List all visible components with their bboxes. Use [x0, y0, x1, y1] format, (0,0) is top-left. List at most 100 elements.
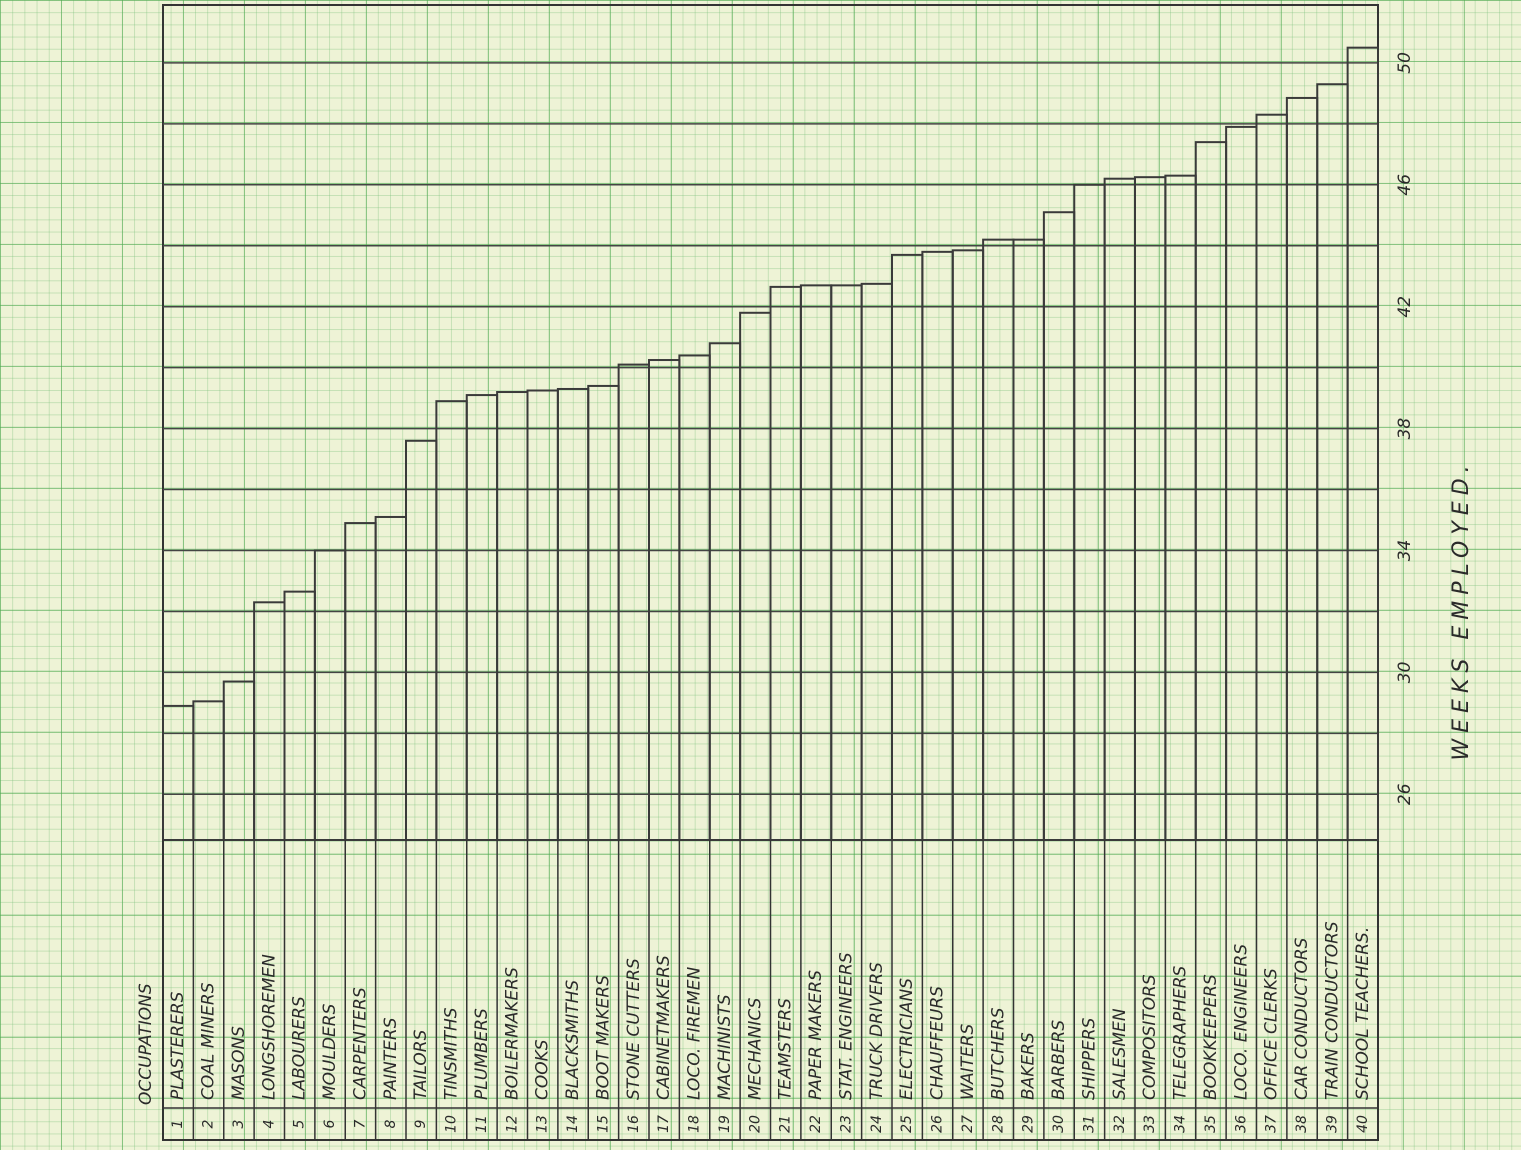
category-number: 16 [626, 1115, 642, 1133]
bar [649, 360, 679, 840]
bar [436, 401, 466, 840]
bar [892, 255, 922, 840]
category-number: 21 [778, 1115, 794, 1133]
category-number: 35 [1203, 1115, 1219, 1133]
category-label: OFFICE CLERKS [1262, 968, 1282, 1100]
bar [376, 517, 406, 840]
bar [406, 441, 436, 840]
bar [558, 389, 588, 840]
bar [497, 392, 527, 840]
category-label: BUTCHERS [988, 1007, 1008, 1100]
category-number: 25 [899, 1115, 915, 1133]
category-label: MACHINISTS [715, 994, 735, 1100]
category-number: 1 [170, 1120, 186, 1129]
category-number: 28 [990, 1115, 1006, 1133]
category-label: LOCO. ENGINEERS [1231, 944, 1251, 1100]
y-tick-label: 26 [1395, 783, 1415, 805]
bar [1165, 176, 1195, 840]
category-number: 8 [383, 1119, 399, 1128]
category-number: 11 [474, 1115, 490, 1133]
bar [345, 523, 375, 840]
category-label: TRUCK DRIVERS [867, 962, 887, 1100]
y-tick-label: 46 [1395, 174, 1415, 196]
category-label: BLACKSMITHS [563, 980, 583, 1100]
category-label: PLASTERERS [168, 991, 188, 1100]
bar [1287, 98, 1317, 840]
category-label: LONGSHOREMEN [259, 954, 279, 1100]
category-number: 37 [1264, 1115, 1280, 1133]
bar [771, 287, 801, 840]
category-label: TAILORS [411, 1029, 431, 1100]
category-number: 17 [656, 1115, 672, 1133]
bar [224, 682, 254, 840]
category-label: STAT. ENGINEERS [836, 952, 856, 1100]
bar [740, 313, 770, 840]
category-label: BOILERMAKERS [502, 967, 522, 1100]
category-number: 34 [1173, 1115, 1189, 1133]
category-label: LABOURERS [290, 996, 310, 1100]
category-label: SCHOOL TEACHERS. [1353, 927, 1373, 1100]
category-number: 29 [1021, 1115, 1037, 1133]
category-label: CABINETMAKERS [654, 955, 674, 1100]
category-number: 6 [322, 1119, 338, 1128]
bar [1257, 115, 1287, 840]
category-label: ELECTRICIANS [897, 978, 917, 1100]
category-number: 3 [231, 1120, 247, 1129]
category-number: 32 [1112, 1115, 1128, 1133]
category-number: 14 [565, 1115, 581, 1133]
category-label: TELEGRAPHERS [1171, 965, 1191, 1100]
category-header: OCCUPATIONS [136, 983, 156, 1105]
bar [831, 285, 861, 840]
category-number: 27 [960, 1115, 976, 1133]
bar [983, 240, 1013, 840]
category-number: 39 [1324, 1115, 1340, 1133]
category-label: CARPENTERS [350, 987, 370, 1100]
category-number: 9 [413, 1119, 429, 1128]
y-axis-title: WEEKS EMPLOYED. [1449, 459, 1474, 760]
bar [163, 706, 193, 840]
category-label: BOOT MAKERS [593, 975, 613, 1100]
category-number: 23 [838, 1115, 854, 1133]
bar [315, 550, 345, 840]
category-number: 19 [717, 1115, 733, 1133]
category-number: 30 [1051, 1115, 1067, 1133]
bar [1317, 84, 1347, 840]
category-number: 5 [292, 1119, 308, 1128]
category-number: 13 [535, 1115, 551, 1133]
category-number: 15 [595, 1115, 611, 1133]
bar [1348, 48, 1378, 840]
category-number: 12 [504, 1115, 520, 1133]
bar [801, 285, 831, 840]
category-number: 31 [1081, 1115, 1097, 1133]
category-label: PAINTERS [381, 1017, 401, 1100]
category-label: PLUMBERS [472, 1008, 492, 1100]
category-label: PAPER MAKERS [806, 970, 826, 1100]
y-tick-label: 50 [1395, 52, 1415, 74]
category-label: BARBERS [1049, 1020, 1069, 1100]
y-tick-label: 38 [1395, 418, 1415, 440]
category-label: MECHANICS [745, 997, 765, 1100]
bar [1014, 240, 1044, 840]
category-label: COMPOSITORS [1140, 974, 1160, 1100]
bar [1135, 177, 1165, 840]
category-label: STONE CUTTERS [624, 958, 644, 1100]
category-label: COOKS [533, 1039, 553, 1100]
category-number: 4 [261, 1120, 277, 1129]
category-number: 26 [930, 1115, 946, 1133]
bar [922, 252, 952, 840]
category-number: 40 [1355, 1115, 1371, 1133]
bar [528, 391, 558, 840]
category-label: LOCO. FIREMEN [685, 967, 705, 1100]
bar [467, 395, 497, 840]
bar [953, 250, 983, 840]
y-tick-label: 34 [1395, 540, 1415, 562]
bar [588, 386, 618, 840]
y-tick-label: 30 [1395, 662, 1415, 684]
category-label: MOULDERS [320, 1003, 340, 1100]
category-number: 20 [747, 1115, 763, 1133]
y-tick-label: 42 [1395, 296, 1415, 318]
category-label: BOOKKEEPERS [1201, 974, 1221, 1100]
category-number: 38 [1294, 1115, 1310, 1133]
chart: OCCUPATIONS WEEKS EMPLOYED. 263034384246… [0, 0, 1521, 1150]
category-number: 7 [352, 1119, 368, 1128]
